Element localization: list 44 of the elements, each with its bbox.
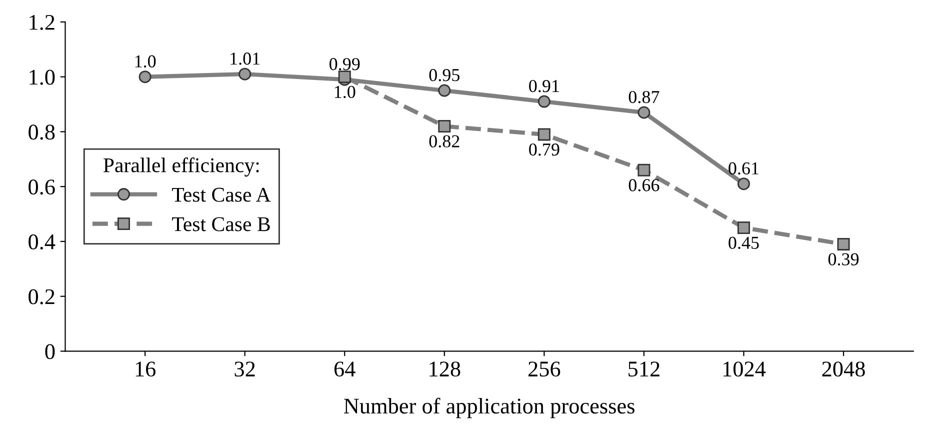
data-label: 1.0 [135,55,156,68]
point [438,84,451,97]
x-tick-label: 64 [334,362,356,377]
data-label: 0.45 [728,236,759,249]
point [737,178,750,190]
data-label: 0.61 [728,162,758,175]
y-tick-label: 0.4 [28,234,56,250]
point [238,68,252,80]
data-label: 0.39 [828,253,859,266]
point [737,221,750,234]
y-tick-label: 0.2 [28,289,54,304]
data-label: 1.01 [230,52,260,65]
x-tick-label: 256 [528,362,560,377]
point [638,164,650,176]
legend-label: Test Case A [172,188,271,202]
data-label: 0.99 [330,58,360,70]
x-tick-label: 512 [628,362,660,377]
data-label: 0.87 [628,90,660,104]
point [438,120,451,132]
point [837,238,850,250]
x-tick-label: 32 [234,362,255,377]
data-label: 0.82 [429,135,460,148]
y-tick-label: 1.2 [30,14,54,30]
x-tick-label: 128 [430,362,460,377]
x-tick-label: 2048 [822,362,865,377]
point [638,106,650,119]
point [538,95,550,108]
y-tick-label: 0.6 [28,180,55,195]
x-tick-label: 16 [136,362,156,377]
x-axis-title: Number of application processes [344,398,634,418]
data-label: 1.0 [334,86,356,98]
x-tick-label: 1024 [723,362,766,377]
data-label: 0.91 [529,80,559,92]
y-tick-label: 0.8 [28,124,55,140]
y-tick-label: 1.0 [30,70,55,85]
data-label: 0.95 [429,68,460,82]
point [538,128,550,141]
data-label: 0.79 [529,143,560,156]
point [138,70,152,84]
point [338,70,351,84]
data-label: 0.66 [628,179,660,192]
y-tick-label: 0 [45,344,55,360]
legend-title: Parallel efficiency: [104,157,259,177]
legend-label: Test Case B [172,217,270,232]
